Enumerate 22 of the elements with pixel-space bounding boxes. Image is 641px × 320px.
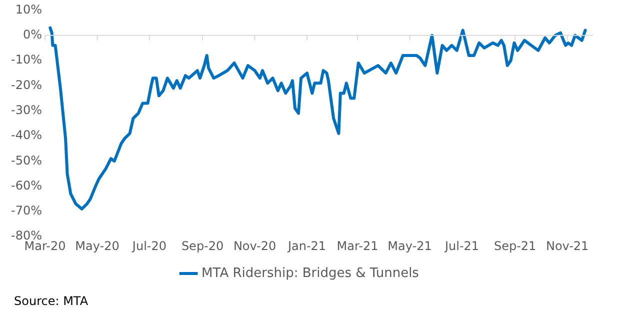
- x-tick-label: Sep-20: [181, 238, 224, 253]
- y-tick-label: 10%: [15, 2, 42, 16]
- y-tick-label: -70%: [10, 204, 42, 218]
- y-tick-label: -60%: [10, 178, 42, 192]
- y-tick-label: -20%: [10, 78, 42, 92]
- x-tick-label: Jan-21: [286, 238, 326, 253]
- y-tick-label: -10%: [10, 52, 42, 67]
- y-tick-label: -50%: [10, 153, 42, 168]
- x-tick-label: Mar-21: [336, 238, 378, 253]
- y-tick-label: 0%: [22, 27, 42, 42]
- y-tick-label: -30%: [10, 102, 42, 117]
- x-tick-label: Nov-20: [233, 238, 276, 253]
- source-note: Source: MTA: [14, 294, 88, 308]
- x-tick-label: Jul-21: [444, 238, 480, 253]
- x-tick-label: May-21: [388, 238, 432, 253]
- legend-label: MTA Ridership: Bridges & Tunnels: [202, 266, 420, 281]
- x-tick-label: Nov-21: [546, 238, 589, 253]
- y-tick-label: -40%: [10, 128, 42, 142]
- x-tick-label: May-20: [75, 238, 120, 253]
- x-tick-label: Sep-21: [494, 238, 536, 253]
- x-tick-label: Mar-20: [24, 238, 66, 253]
- x-tick-label: Jul-20: [131, 238, 167, 253]
